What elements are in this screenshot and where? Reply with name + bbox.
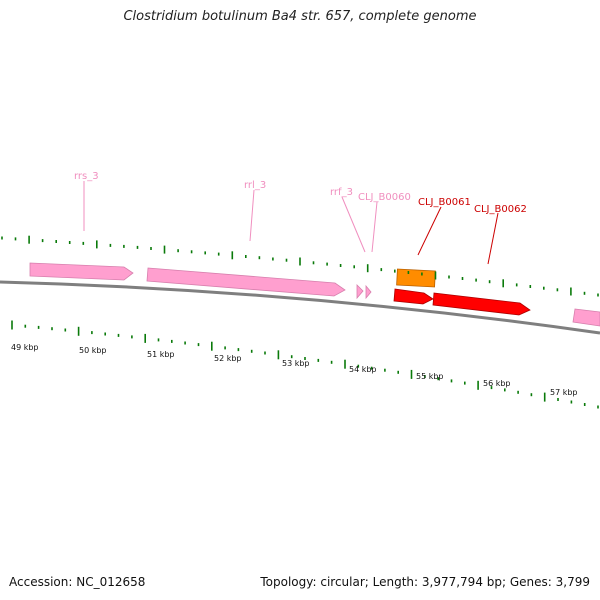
axis-label-group: 49 kbp 50 kbp 51 kbp 52 kbp 53 kbp 54 kb…	[11, 343, 578, 397]
genome-summary-text: Topology: circular; Length: 3,977,794 bp…	[260, 575, 590, 589]
label-clj-b0061: CLJ_B0061	[418, 197, 471, 208]
accession-text: Accession: NC_012658	[9, 575, 146, 589]
feature-right-edge[interactable]	[572, 308, 600, 327]
label-clj-b0060: CLJ_B0060	[358, 192, 411, 203]
genome-backbone	[0, 280, 600, 335]
axis-label: 49 kbp	[11, 343, 39, 352]
feature-clj-b0060[interactable]	[365, 284, 372, 300]
lower-tick-row	[11, 320, 599, 409]
label-rrl-3: rrl_3	[244, 180, 266, 191]
feature-rrf-3[interactable]	[356, 284, 364, 300]
map-title: Clostridium botulinum Ba4 str. 657, comp…	[123, 9, 477, 24]
label-rrs-3: rrs_3	[74, 171, 99, 182]
feature-rrs-3[interactable]	[29, 262, 134, 281]
axis-label: 54 kbp	[349, 365, 377, 374]
axis-label: 56 kbp	[483, 379, 511, 388]
axis-label: 52 kbp	[214, 354, 242, 363]
axis-label: 53 kbp	[282, 359, 310, 368]
feature-clj-b0062[interactable]	[432, 292, 531, 316]
label-clj-b0062: CLJ_B0062	[474, 204, 527, 215]
feature-clj-b0061[interactable]	[393, 288, 434, 305]
axis-label: 57 kbp	[550, 388, 578, 397]
axis-label: 50 kbp	[79, 346, 107, 355]
axis-label: 55 kbp	[416, 372, 444, 381]
feature-label-group: rrs_3 rrl_3 rrf_3 CLJ_B0060 CLJ_B0061 CL…	[74, 171, 527, 215]
upper-tick-row	[1, 235, 599, 297]
axis-label: 51 kbp	[147, 350, 175, 359]
feature-gene-orange[interactable]	[396, 268, 436, 288]
feature-rrl-3[interactable]	[146, 267, 346, 297]
leader-lines	[83, 181, 499, 265]
label-rrf-3: rrf_3	[330, 187, 353, 198]
